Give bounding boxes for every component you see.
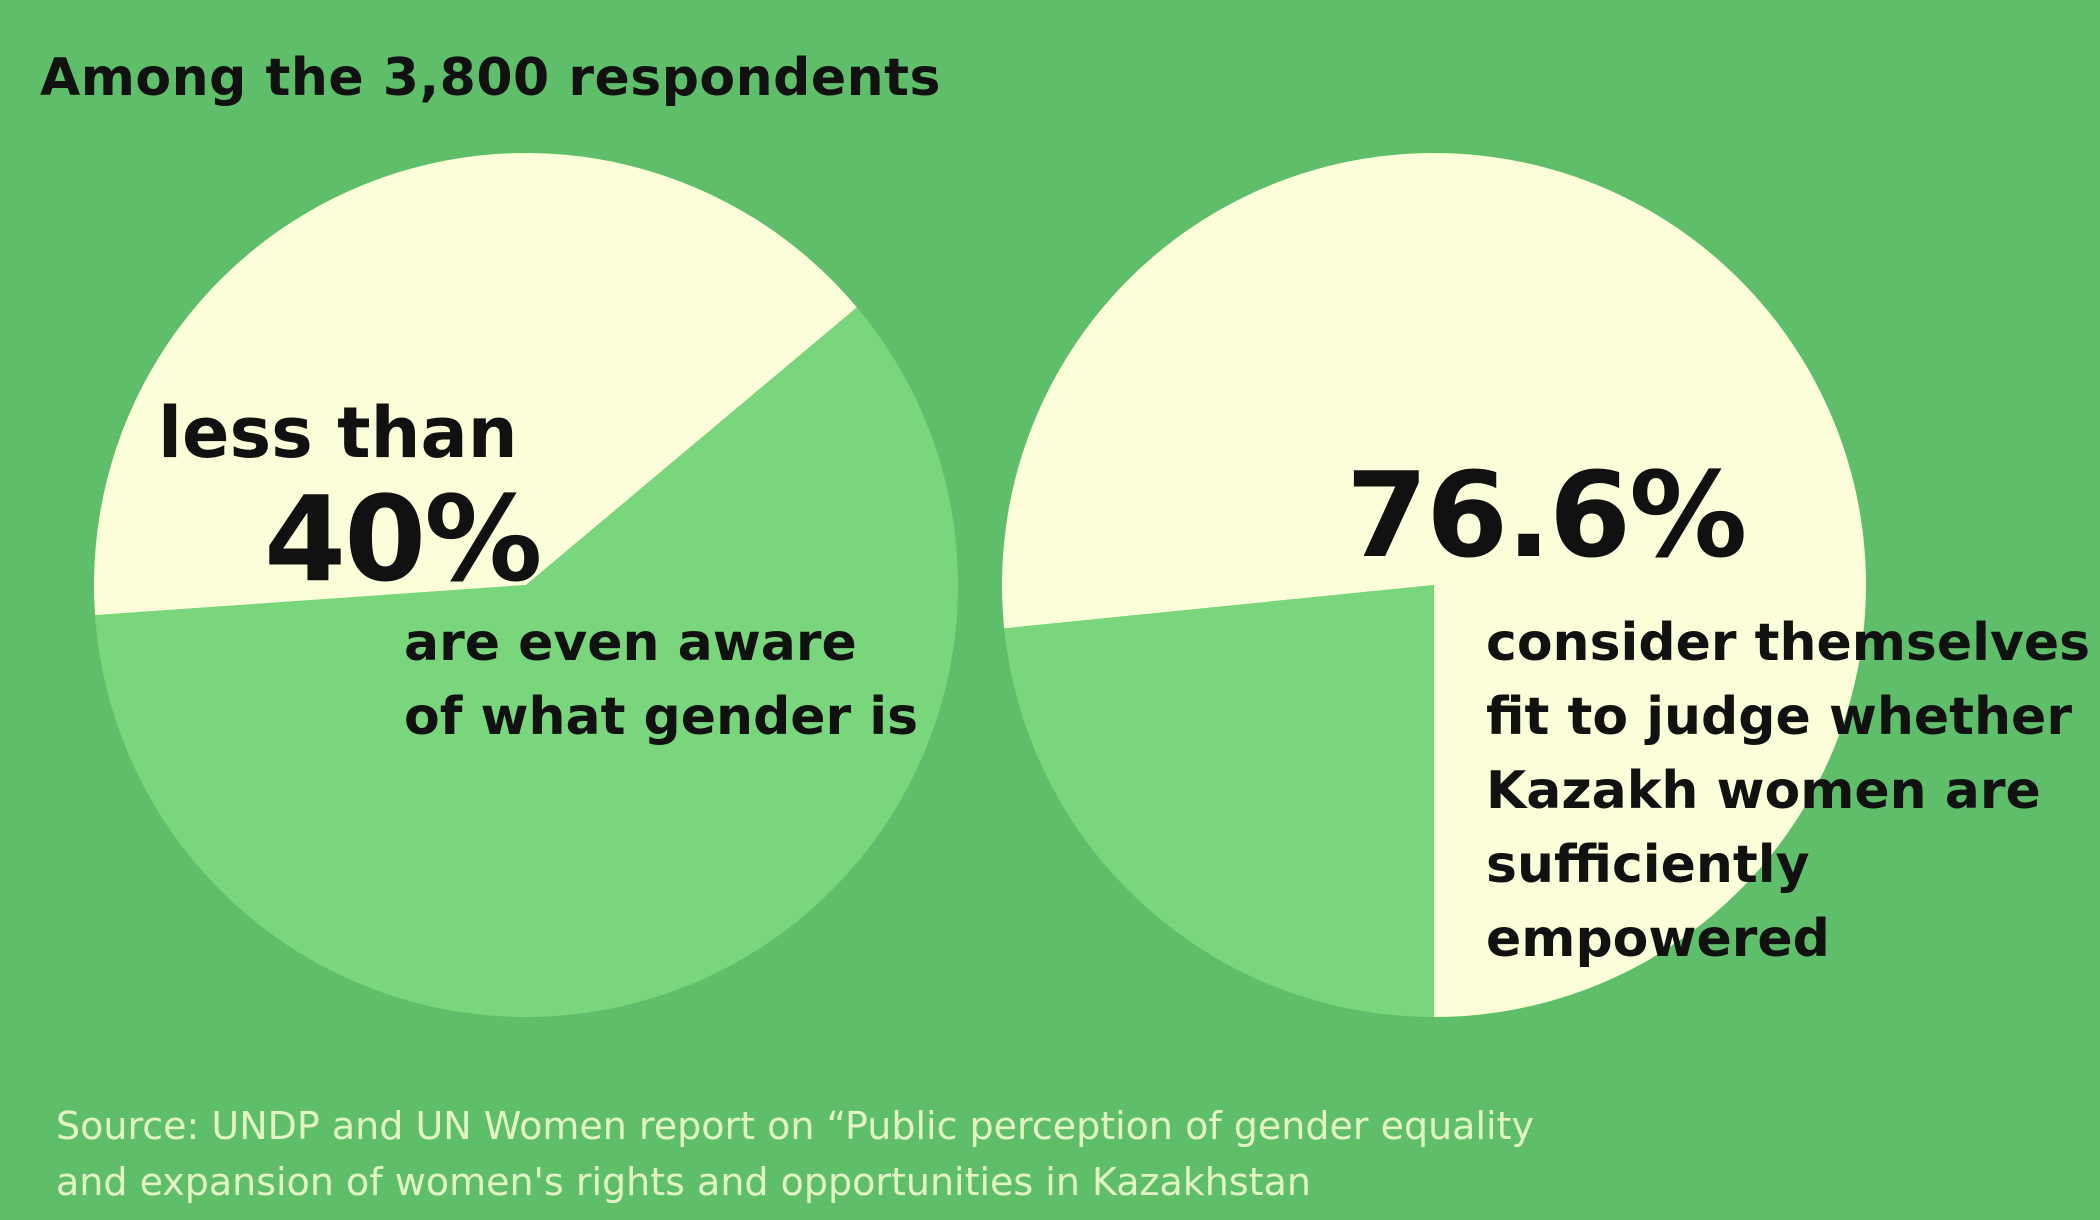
pie-slice-highlight [93, 153, 857, 616]
pie1-label-prefix: less than [158, 392, 518, 474]
pie2-value-label: 76.6% [1346, 446, 1747, 584]
pie2-description: consider themselves fit to judge whether… [1486, 606, 2090, 976]
pie1-value-label: 40% [264, 470, 542, 608]
pie-slice-highlight [1001, 153, 1866, 1017]
pie2-description-line: sufficiently [1486, 835, 1810, 895]
pie1-description: are even aware of what gender is [404, 606, 918, 754]
pie-chart-empowerment [1001, 153, 1866, 1017]
pie2-description-line: Kazakh women are [1486, 761, 2041, 821]
pie1-description-line: of what gender is [404, 687, 919, 747]
source-line: Source: UNDP and UN Women report on “Pub… [56, 1104, 1534, 1148]
pie2-description-line: fit to judge whether [1486, 687, 2072, 747]
source-note: Source: UNDP and UN Women report on “Pub… [56, 1098, 1534, 1210]
pie-chart-awareness [93, 153, 958, 1018]
pie2-description-line: consider themselves [1486, 613, 2091, 673]
pie-slice-rest [95, 307, 958, 1018]
pie2-description-line: empowered [1486, 909, 1830, 969]
pie-slice-rest [1004, 585, 1434, 1017]
chart-title: Among the 3,800 respondents [40, 48, 941, 108]
source-line: and expansion of women's rights and oppo… [56, 1160, 1311, 1204]
pie1-description-line: are even aware [404, 613, 857, 673]
